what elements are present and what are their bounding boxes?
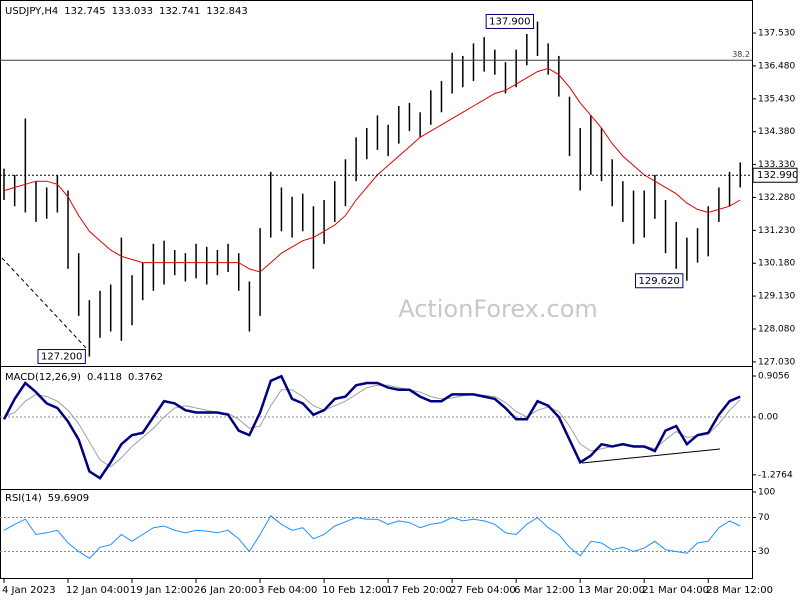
y-tick-label: 128.080 <box>758 324 795 334</box>
moving-average <box>3 67 741 273</box>
plot-frame <box>0 0 753 579</box>
trend-line <box>581 448 721 464</box>
indicator-line <box>3 515 741 559</box>
x-tick-label: 10 Feb 12:00 <box>322 585 388 596</box>
x-tick-label: 12 Jan 04:00 <box>66 585 129 596</box>
x-tick-label: 4 Jan 2023 <box>2 585 56 596</box>
y-tick-label: 0.9056 <box>758 371 790 381</box>
x-tick-label: 3 Feb 04:00 <box>258 585 317 596</box>
current-price-label: 132.990 <box>757 170 798 181</box>
panel-value: 0.3762 <box>128 372 163 383</box>
y-tick-label: -1.2764 <box>758 470 793 480</box>
panel-title: MACD(12,26,9) <box>5 372 81 383</box>
panel-value: 0.4118 <box>87 372 122 383</box>
watermark: ActionForex.com <box>398 295 598 323</box>
x-tick-label: 28 Mar 12:00 <box>706 585 773 596</box>
indicator-line <box>2 374 741 480</box>
annotation-label: 129.620 <box>639 276 680 287</box>
y-tick-label: 129.130 <box>758 292 795 302</box>
y-tick-label: 133.330 <box>758 160 795 170</box>
y-tick-label: 137.530 <box>758 29 795 39</box>
x-tick-label: 19 Jan 12:00 <box>130 585 193 596</box>
x-tick-label: 6 Mar 12:00 <box>514 585 574 596</box>
panel-title: RSI(14) <box>5 493 42 504</box>
panel-title: USDJPY,H4 <box>5 6 58 17</box>
x-tick-label: 27 Feb 04:00 <box>450 585 516 596</box>
y-tick-label: 136.480 <box>758 61 795 71</box>
panel-value: 132.843 <box>206 6 247 17</box>
fib-label: 38.2 <box>732 50 750 59</box>
annotation-label: 137.900 <box>489 16 530 27</box>
y-tick-label: 127.030 <box>758 357 795 367</box>
y-tick-label: 131.230 <box>758 226 795 236</box>
y-tick-label: 130.180 <box>758 259 795 269</box>
x-tick-label: 17 Feb 20:00 <box>386 585 452 596</box>
annotation-box <box>635 273 684 289</box>
y-tick-label: 135.430 <box>758 94 795 104</box>
y-tick-label: 100 <box>758 488 775 498</box>
panel-value: 132.741 <box>159 6 200 17</box>
panel-value: 132.745 <box>64 6 105 17</box>
y-tick-label: 132.280 <box>758 193 795 203</box>
annotation-box <box>485 13 534 29</box>
y-tick-label: 0.00 <box>758 413 778 423</box>
x-tick-label: 13 Mar 20:00 <box>578 585 645 596</box>
x-tick-label: 21 Mar 04:00 <box>642 585 709 596</box>
x-tick-label: 26 Jan 20:00 <box>194 585 257 596</box>
annotation-label: 127.200 <box>41 352 82 363</box>
y-tick-label: 70 <box>758 513 770 523</box>
panel-value: 59.6909 <box>48 493 89 504</box>
panel-value: 133.033 <box>112 6 153 17</box>
annotation-box <box>37 349 86 365</box>
y-tick-label: 30 <box>758 547 770 557</box>
y-tick-label: 134.380 <box>758 127 795 137</box>
current-price-box <box>752 167 798 183</box>
